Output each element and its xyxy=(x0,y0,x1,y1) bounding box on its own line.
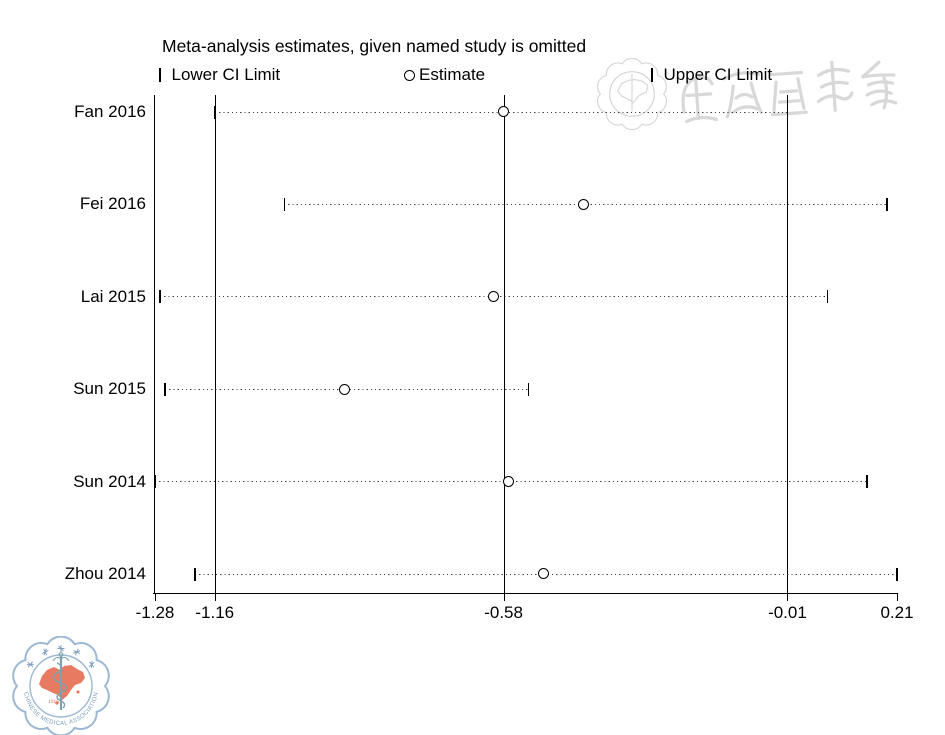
cma-watermark xyxy=(597,57,898,131)
ci-lower-marker xyxy=(214,105,216,119)
study-label: Sun 2015 xyxy=(73,379,146,399)
axis-tick xyxy=(503,593,505,601)
estimate-marker xyxy=(487,291,499,303)
study-label: Fan 2016 xyxy=(74,102,146,121)
estimate-marker xyxy=(537,568,549,580)
ci-lower-marker xyxy=(159,290,161,304)
study-label: Lai 2015 xyxy=(80,286,146,306)
ci-upper-marker xyxy=(527,382,530,396)
logo-inner-ring xyxy=(29,654,93,718)
legend-upper-ci: Upper CI Limit xyxy=(651,65,772,85)
ci-upper-marker xyxy=(866,475,868,489)
axis-tick xyxy=(787,593,789,601)
study-label: Fei 2016 xyxy=(79,194,146,214)
ci-upper-marker xyxy=(896,567,898,581)
logo-scalloped-border xyxy=(12,636,110,735)
estimate-circle-icon xyxy=(404,69,415,81)
reference-line xyxy=(787,95,789,593)
estimate-marker xyxy=(338,383,350,395)
lower-ci-tick-icon xyxy=(159,68,161,82)
ci-lower-marker xyxy=(283,197,286,211)
study-label: Zhou 2014 xyxy=(64,564,146,583)
estimate-marker xyxy=(497,106,509,118)
ci-lower-marker xyxy=(154,475,156,489)
ci-lower-marker xyxy=(194,567,196,581)
ci-upper-marker xyxy=(786,105,789,119)
logo-staff-icon xyxy=(52,652,70,710)
ci-upper-marker xyxy=(826,290,829,304)
axis-tick-label: -1.16 xyxy=(195,603,235,622)
cma-logo: 1915 CHINESE MEDICAL ASSOCIATION xyxy=(12,636,110,735)
axis-tick-label: 0.21 xyxy=(880,603,914,622)
x-axis-line xyxy=(153,593,898,594)
legend-upper-ci-label: Upper CI Limit xyxy=(663,65,773,84)
ci-lower-marker xyxy=(164,382,166,396)
logo-year: 1915 xyxy=(48,699,59,705)
axis-tick xyxy=(897,593,898,601)
reference-line xyxy=(214,95,216,593)
watermark-calligraphy xyxy=(681,60,898,124)
upper-ci-tick-icon xyxy=(651,68,653,82)
ci-upper-marker xyxy=(886,197,888,211)
estimate-marker xyxy=(502,475,514,487)
axis-tick xyxy=(214,593,216,601)
legend-lower-ci: Lower CI Limit xyxy=(159,65,280,85)
logo-chinese-characters xyxy=(26,645,95,669)
axis-tick-label: -0.01 xyxy=(768,603,807,622)
watermark-emblem-border xyxy=(597,57,667,131)
y-axis-line xyxy=(153,95,155,593)
reference-line xyxy=(503,95,505,593)
axis-tick-label: -1.28 xyxy=(135,603,175,622)
axis-tick-label: -0.58 xyxy=(484,603,523,622)
study-label: Sun 2014 xyxy=(73,471,146,491)
legend-estimate-label: Estimate xyxy=(419,65,486,84)
axis-tick xyxy=(155,593,156,601)
estimate-marker xyxy=(577,198,589,210)
legend-lower-ci-label: Lower CI Limit xyxy=(171,65,281,84)
legend-estimate: Estimate xyxy=(404,65,485,85)
chart-title: Meta-analysis estimates, given named stu… xyxy=(162,36,587,56)
